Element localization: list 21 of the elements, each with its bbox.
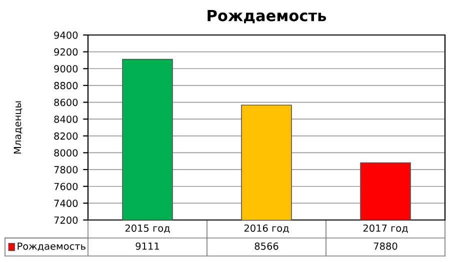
y-tick-label: 7600 bbox=[54, 182, 78, 190]
x-tick-label: 2016 год bbox=[244, 224, 289, 234]
data-label: 7880 bbox=[374, 242, 398, 250]
data-label: 9111 bbox=[136, 242, 159, 250]
chart-title: Рождаемость bbox=[208, 10, 326, 24]
y-tick-label: 9400 bbox=[54, 31, 78, 39]
y-tick-label: 7200 bbox=[54, 216, 78, 224]
y-tick-label: 9000 bbox=[54, 65, 78, 72]
y-axis-title: Младенцы bbox=[14, 101, 22, 154]
y-tick-label: 8600 bbox=[54, 98, 78, 106]
y-tick-label: 9200 bbox=[54, 48, 78, 56]
y-tick-label: 8200 bbox=[54, 132, 78, 140]
x-tick-label: 2017 год bbox=[363, 224, 408, 234]
data-label: 8566 bbox=[254, 242, 278, 250]
y-tick-label: 8400 bbox=[54, 116, 78, 123]
y-tick-label: 8000 bbox=[54, 149, 78, 157]
legend-label: Рождаемость bbox=[18, 242, 86, 252]
x-tick-label: 2015 год bbox=[125, 224, 170, 234]
y-tick-label: 8800 bbox=[54, 82, 78, 90]
y-tick-label: 7400 bbox=[54, 200, 78, 208]
y-tick-label: 7800 bbox=[54, 166, 78, 174]
